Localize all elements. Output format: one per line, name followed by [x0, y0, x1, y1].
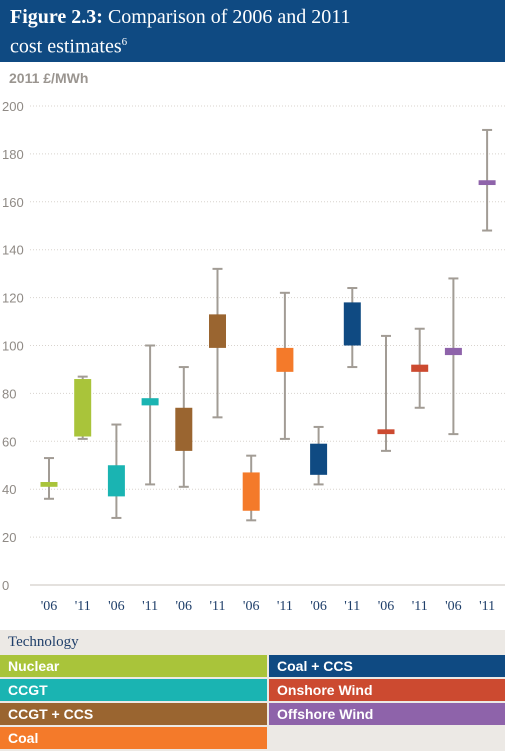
- legend-item-ccgt-ccs: CCGT + CCS: [0, 703, 267, 725]
- figure-label: Figure 2.3:: [10, 6, 103, 28]
- range-box: [175, 407, 193, 451]
- legend-item-nuclear: Nuclear: [0, 655, 267, 677]
- range-box: [141, 398, 159, 406]
- legend-item-onshore-wind: Onshore Wind: [269, 679, 505, 701]
- x-tick-label: '11: [344, 599, 360, 614]
- range-box: [242, 472, 260, 511]
- range-box: [276, 347, 294, 372]
- x-tick-label: '11: [142, 599, 158, 614]
- x-tick-label: '06: [310, 599, 327, 614]
- legend-item-ccgt: CCGT: [0, 679, 267, 701]
- y-tick-label: 180: [2, 147, 24, 162]
- y-tick-label: 100: [2, 339, 24, 354]
- y-tick-label: 40: [2, 482, 16, 497]
- y-tick-label: 120: [2, 291, 24, 306]
- legend-title: Technology: [8, 634, 79, 650]
- range-box: [107, 465, 125, 497]
- figure-header: Figure 2.3: Comparison of 2006 and 2011 …: [0, 0, 505, 62]
- x-tick-label: '06: [378, 599, 395, 614]
- range-box: [74, 379, 92, 437]
- y-tick-label: 0: [2, 578, 9, 593]
- y-axis-unit-label: 2011 £/MWh: [9, 70, 89, 86]
- range-box: [478, 180, 496, 186]
- x-tick-label: '06: [243, 599, 260, 614]
- figure-title-line-2: cost estimates6: [10, 30, 127, 59]
- range-box: [444, 347, 462, 356]
- range-box: [40, 482, 58, 487]
- x-tick-label: '11: [209, 599, 225, 614]
- x-tick-label: '11: [277, 599, 293, 614]
- range-box: [377, 429, 395, 435]
- legend-item-coal: Coal: [0, 727, 267, 749]
- range-box: [411, 364, 429, 372]
- y-tick-label: 20: [2, 530, 16, 545]
- legend-item-offshore-wind: Offshore Wind: [269, 703, 505, 725]
- x-tick-label: '06: [41, 599, 58, 614]
- range-box: [209, 314, 226, 348]
- x-tick-label: '06: [445, 599, 462, 614]
- legend: Technology Nuclear CCGT CCGT + CCS Coal …: [0, 630, 505, 751]
- x-tick-label: '06: [108, 599, 125, 614]
- x-tick-label: '06: [176, 599, 193, 614]
- y-tick-label: 160: [2, 195, 24, 210]
- y-tick-label: 200: [2, 99, 24, 114]
- y-tick-label: 80: [2, 386, 16, 401]
- figure-title-text-2: cost estimates: [10, 35, 122, 58]
- x-tick-label: '11: [412, 599, 428, 614]
- x-tick-label: '11: [75, 599, 91, 614]
- y-tick-label: 60: [2, 434, 16, 449]
- box-chart: 0 20 40 60 80 100 120 140 160 180 200 '06 '11 '06 '11 '…: [2, 99, 505, 614]
- legend-item-coal-ccs: Coal + CCS: [269, 655, 505, 677]
- footnote-marker: 6: [121, 36, 128, 48]
- range-box: [343, 302, 361, 346]
- figure-title-line-1: Figure 2.3: Comparison of 2006 and 2011: [10, 5, 351, 29]
- x-tick-label: '11: [479, 599, 495, 614]
- figure-title-text-1: Comparison of 2006 and 2011: [107, 6, 351, 28]
- range-box: [310, 443, 328, 475]
- y-tick-label: 140: [2, 243, 24, 258]
